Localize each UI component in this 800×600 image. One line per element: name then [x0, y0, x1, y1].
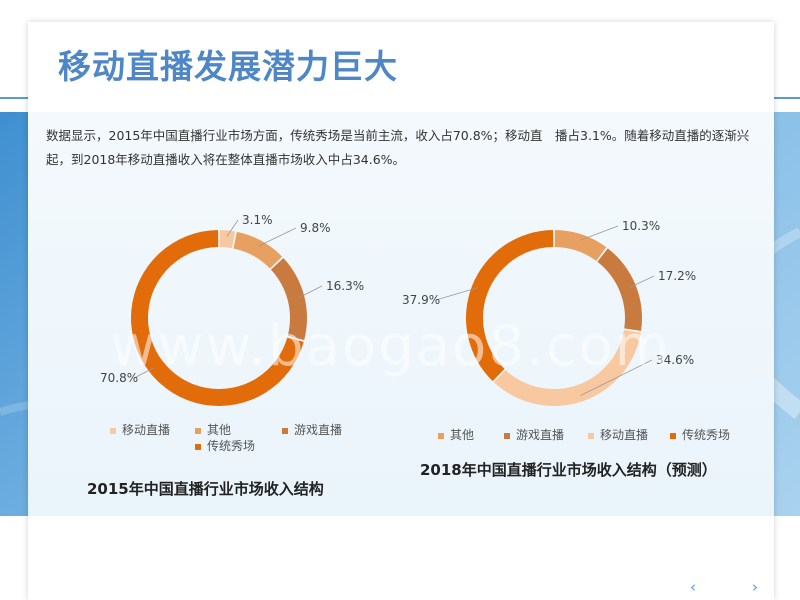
- chart-2018-legend-label: 传统秀场: [682, 427, 730, 442]
- chart-2018-title: 2018年中国直播行业市场收入结构（预测）: [420, 461, 717, 479]
- chart-2015-data-label: 9.8%: [300, 221, 331, 235]
- chart-2018-data-label: 34.6%: [656, 353, 694, 367]
- chart-2018-legend-swatch: [670, 433, 676, 439]
- chart-2018-leader-line: [579, 225, 619, 241]
- chart-2015-leader-line: [258, 227, 297, 247]
- chart-2015-legend-swatch: [110, 428, 116, 434]
- chart-2018-data-label: 37.9%: [402, 293, 440, 307]
- chart-2018-legend-swatch: [438, 433, 444, 439]
- chart-2015-data-label: 70.8%: [100, 371, 138, 385]
- chart-2018-slice: [466, 230, 554, 382]
- chart-2015-leader-line: [298, 285, 323, 299]
- chart-2018-leader-line: [580, 359, 653, 397]
- chart-2018-slice: [597, 248, 642, 331]
- chart-2018-data-label: 17.2%: [658, 269, 696, 283]
- chart-2015-legend-label: 移动直播: [122, 423, 170, 437]
- chart-2018-legend-label: 移动直播: [600, 428, 648, 442]
- chart-2018-legend-swatch: [504, 433, 510, 439]
- chart-2015-slice: [219, 230, 236, 249]
- chart-2015-legend-label: 传统秀场: [207, 438, 255, 453]
- page-title: 移动直播发展潜力巨大: [58, 47, 398, 86]
- chart-2018-data-label: 10.3%: [622, 219, 660, 233]
- chart-2015-legend-label: 游戏直播: [294, 423, 342, 437]
- chart-2015-leader-line: [133, 367, 155, 379]
- prev-slide-button[interactable]: ‹: [690, 578, 696, 596]
- chart-2018-leader-line: [629, 275, 655, 288]
- chart-2015-slice: [233, 231, 283, 269]
- chart-2018-legend-swatch: [588, 433, 594, 439]
- description-text: 数据显示，2015年中国直播行业市场方面，传统秀场是当前主流，收入占70.8%；…: [46, 128, 750, 167]
- next-slide-button[interactable]: ›: [752, 578, 758, 596]
- chart-2015-data-label: 16.3%: [326, 279, 364, 293]
- chart-2015-slice: [270, 258, 307, 341]
- chart-2018-leader-line: [435, 287, 478, 301]
- chart-2015-legend-swatch: [195, 444, 201, 450]
- chart-2018-legend-label: 其他: [450, 428, 474, 442]
- chart-2015-legend-swatch: [282, 428, 288, 434]
- chart-2018-legend-label: 游戏直播: [516, 428, 564, 442]
- charts-canvas: 3.1% 移动直播 9.8% 其他 16.3% 游戏直播 70.8% 传统秀场 10.3% 其他 1…: [100, 213, 730, 453]
- chart-2015-data-label: 3.1%: [242, 213, 273, 227]
- chart-2018-slice: [554, 230, 607, 261]
- content-area: [28, 112, 774, 516]
- slide-card: 移动直播发展潜力巨大 数据显示，2015年中国直播行业市场方面，传统秀场是当前主…: [28, 22, 774, 600]
- chart-2015-leader-line: [226, 219, 239, 237]
- chart-2015-legend-swatch: [195, 428, 201, 434]
- chart-2015-legend-label: 其他: [207, 423, 231, 437]
- watermark: www.baogao8.com: [110, 314, 672, 379]
- chart-2018-slice: [494, 329, 641, 407]
- chart-2015-title: 2015年中国直播行业市场收入结构: [87, 480, 324, 498]
